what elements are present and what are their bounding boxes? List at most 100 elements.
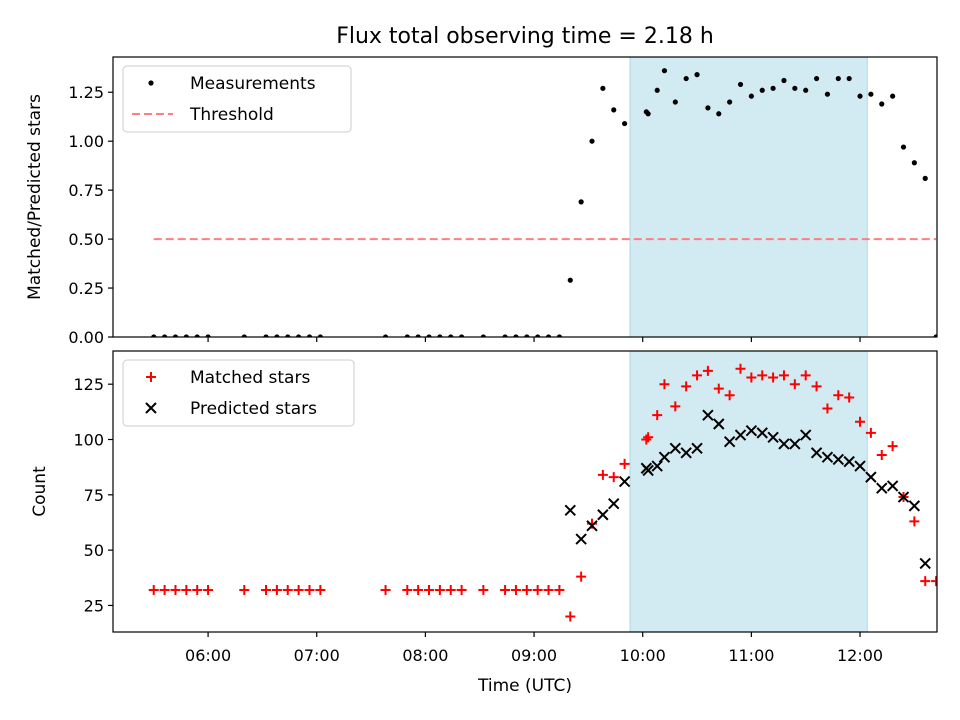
x-axis bbox=[207, 337, 861, 342]
matched-stars-point bbox=[576, 571, 587, 582]
predicted-stars-point bbox=[691, 442, 703, 455]
legend-marker bbox=[145, 402, 157, 414]
y-tick-label: 50 bbox=[84, 541, 104, 560]
y-tick-label: 0.75 bbox=[68, 181, 104, 200]
measurements-point bbox=[578, 199, 584, 205]
measurements-point bbox=[296, 334, 302, 337]
measurements-point bbox=[622, 120, 628, 127]
matched-stars-point bbox=[565, 611, 576, 622]
measurements-point bbox=[426, 334, 432, 337]
measurements-point bbox=[824, 91, 831, 97]
legend-marker bbox=[146, 372, 156, 382]
matched-stars-point bbox=[702, 365, 713, 376]
predicted-stars-point bbox=[886, 480, 899, 492]
predicted-stars-point bbox=[723, 436, 736, 448]
measurements-point bbox=[183, 334, 189, 337]
measurements-point bbox=[589, 138, 595, 144]
axes-frame bbox=[112, 350, 938, 633]
measurements-point bbox=[868, 91, 874, 97]
measurements-point bbox=[683, 75, 689, 82]
predicted-stars-point bbox=[778, 438, 790, 450]
measurements-point bbox=[285, 334, 291, 337]
measurements-point bbox=[194, 334, 200, 337]
predicted-stars-point bbox=[658, 451, 671, 463]
y-axis-label: Count bbox=[30, 466, 50, 517]
matched-stars-point bbox=[724, 390, 735, 401]
matched-stars-point bbox=[282, 584, 293, 595]
panel-ratio: 0.00 0.25 0.50 0.75 1.00 1.25 Matched/Predicte… bbox=[25, 56, 938, 347]
predicted-stars-point bbox=[734, 429, 747, 441]
matched-stars-point bbox=[931, 576, 937, 587]
matched-stars-point bbox=[865, 427, 876, 438]
y-tick-label: 0.25 bbox=[68, 279, 104, 298]
measurements-point bbox=[263, 334, 269, 337]
predicted-stars-point bbox=[669, 442, 682, 455]
predicted-stars-point bbox=[832, 453, 845, 466]
matched-stars-point bbox=[641, 434, 652, 445]
matched-stars-point bbox=[500, 584, 511, 595]
matched-stars-point bbox=[239, 584, 250, 595]
observing-window-span bbox=[629, 56, 868, 338]
measurements-point bbox=[306, 334, 313, 337]
matched-stars-point bbox=[800, 370, 811, 381]
y-tick-label: 0.00 bbox=[68, 328, 104, 347]
measurements-point bbox=[911, 160, 917, 166]
predicted-stars-point bbox=[767, 431, 779, 443]
predicted-stars-point bbox=[651, 460, 663, 472]
legend: Matched stars Predicted stars bbox=[122, 359, 355, 427]
matched-stars-point bbox=[811, 381, 822, 392]
panel-counts: 25 50 75 100 125 06:00 07:00 08:00 09:00 10:00 11:… bbox=[30, 350, 938, 696]
matched-stars-point bbox=[844, 392, 855, 403]
matched-stars-point bbox=[768, 372, 779, 383]
legend-box bbox=[122, 359, 355, 427]
measurements-point bbox=[737, 81, 744, 88]
measurements-point bbox=[672, 99, 678, 105]
measurements-point bbox=[611, 107, 617, 113]
matched-stars-point bbox=[619, 458, 630, 469]
measurements-point bbox=[535, 334, 541, 337]
matched-stars-point bbox=[681, 381, 692, 392]
measurements-point bbox=[645, 111, 651, 117]
predicted-stars-point bbox=[713, 418, 725, 430]
measurements-point bbox=[404, 334, 410, 337]
measurements-point bbox=[900, 144, 907, 150]
measurements-point bbox=[502, 334, 508, 337]
legend-label: Measurements bbox=[190, 74, 316, 94]
measurements-point bbox=[545, 334, 552, 337]
predicted-stars-point bbox=[680, 447, 692, 459]
matched-stars-point bbox=[424, 584, 435, 595]
measurements-point bbox=[803, 87, 809, 93]
predicted-stars-point bbox=[865, 471, 877, 483]
predicted-stars-point bbox=[702, 409, 714, 421]
matched-stars-point bbox=[445, 584, 456, 595]
y-tick-label: 25 bbox=[84, 596, 104, 615]
predicted-stars-point bbox=[789, 438, 801, 450]
measurements-point bbox=[727, 99, 733, 105]
matched-stars-point bbox=[181, 584, 192, 595]
matched-stars-point bbox=[608, 472, 619, 483]
matched-stars-point bbox=[380, 584, 391, 595]
matched-stars-point bbox=[478, 584, 489, 595]
matched-stars-point bbox=[652, 410, 663, 421]
matched-stars-point bbox=[746, 372, 757, 383]
matched-stars-point bbox=[271, 584, 282, 595]
matched-stars-point bbox=[510, 584, 521, 595]
predicted-stars-point bbox=[897, 491, 910, 503]
measurements-point bbox=[705, 105, 711, 111]
legend-box bbox=[122, 65, 352, 133]
measurements-point bbox=[813, 75, 820, 82]
predicted-stars-point bbox=[919, 557, 931, 570]
axes-frame bbox=[112, 56, 938, 338]
measurements-point bbox=[716, 111, 722, 117]
matched-stars-point bbox=[833, 390, 844, 401]
matched-stars-point bbox=[778, 370, 789, 381]
x-tick-label: 10:00 bbox=[620, 646, 666, 665]
matched-stars-point bbox=[192, 584, 203, 595]
predicted-stars-point bbox=[597, 509, 609, 521]
measurements-point bbox=[480, 334, 486, 337]
matched-stars-point bbox=[521, 584, 532, 595]
measurements-point bbox=[524, 334, 530, 337]
matched-stars-point bbox=[543, 584, 554, 595]
measurements-point bbox=[415, 334, 421, 337]
y-tick-label: 0.50 bbox=[68, 230, 104, 249]
